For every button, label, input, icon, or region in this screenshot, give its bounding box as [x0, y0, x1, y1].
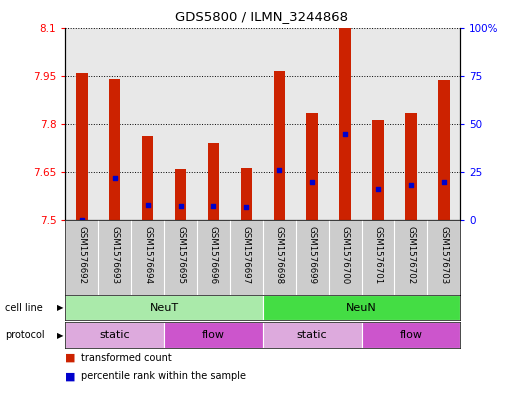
Bar [76, 73, 87, 220]
Point [308, 179, 316, 185]
Text: flow: flow [202, 330, 225, 340]
Point [440, 179, 448, 185]
Point [209, 203, 218, 209]
Point [77, 217, 86, 223]
Text: GSM1576703: GSM1576703 [439, 226, 448, 284]
Text: GSM1576702: GSM1576702 [406, 226, 415, 284]
Bar [361, 322, 460, 348]
Bar [405, 113, 417, 220]
Bar [109, 79, 120, 220]
Point [242, 204, 251, 210]
Point [176, 202, 185, 209]
Text: GSM1576698: GSM1576698 [275, 226, 284, 284]
Text: ■: ■ [65, 371, 76, 382]
Text: GSM1576692: GSM1576692 [77, 226, 86, 284]
Point [341, 130, 349, 137]
Bar [208, 143, 219, 220]
Point [275, 167, 283, 173]
Text: GSM1576693: GSM1576693 [110, 226, 119, 284]
Text: GSM1576695: GSM1576695 [176, 226, 185, 284]
Point [374, 185, 382, 192]
Bar [306, 113, 318, 220]
Bar [164, 322, 263, 348]
Point [407, 182, 415, 189]
Text: GSM1576696: GSM1576696 [209, 226, 218, 284]
Text: GDS5800 / ILMN_3244868: GDS5800 / ILMN_3244868 [175, 10, 348, 23]
Bar [339, 28, 351, 220]
Bar [65, 295, 263, 320]
Bar [438, 81, 450, 220]
Bar [263, 295, 460, 320]
Text: GSM1576694: GSM1576694 [143, 226, 152, 284]
Text: GSM1576699: GSM1576699 [308, 226, 316, 284]
Text: ▶: ▶ [57, 331, 63, 340]
Bar [274, 72, 285, 220]
Text: ■: ■ [65, 353, 76, 363]
Text: GSM1576697: GSM1576697 [242, 226, 251, 284]
Text: GSM1576701: GSM1576701 [373, 226, 382, 284]
Bar [175, 169, 186, 220]
Text: flow: flow [400, 330, 423, 340]
Text: ▶: ▶ [57, 303, 63, 312]
Text: percentile rank within the sample: percentile rank within the sample [81, 371, 246, 382]
Text: NeuT: NeuT [150, 303, 179, 312]
Text: static: static [99, 330, 130, 340]
Text: transformed count: transformed count [81, 353, 172, 363]
Bar [241, 168, 252, 220]
Point [110, 175, 119, 182]
Bar [263, 322, 361, 348]
Text: NeuN: NeuN [346, 303, 377, 312]
Text: cell line: cell line [5, 303, 43, 312]
Point [143, 202, 152, 208]
Text: GSM1576700: GSM1576700 [340, 226, 349, 284]
Bar [65, 322, 164, 348]
Text: protocol: protocol [5, 330, 45, 340]
Bar [142, 136, 153, 220]
Text: static: static [297, 330, 327, 340]
Bar [372, 120, 384, 220]
